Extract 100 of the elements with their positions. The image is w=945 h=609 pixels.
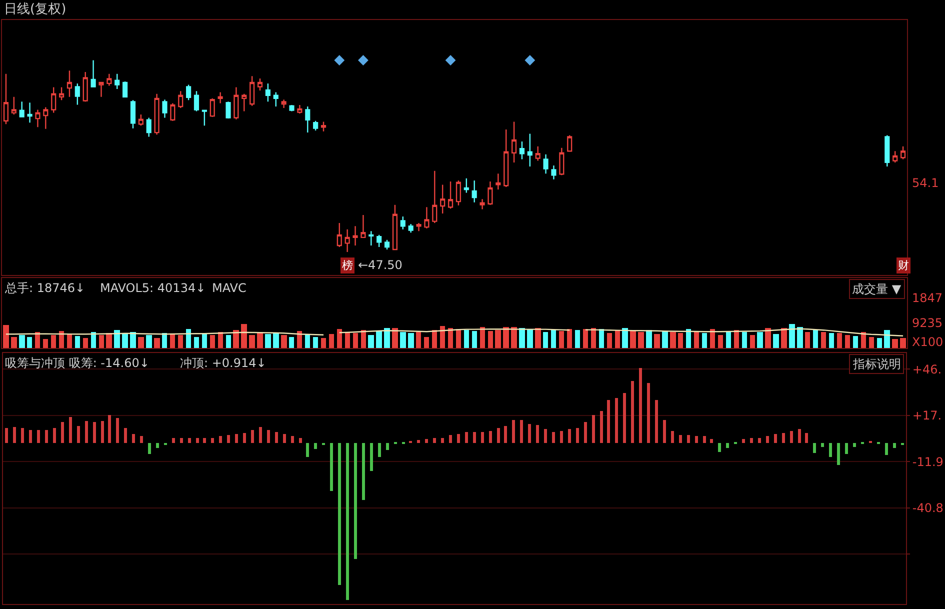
bar: [480, 327, 485, 348]
bar: [77, 426, 80, 443]
bar: [259, 427, 262, 443]
candlestick: [82, 71, 88, 102]
candlestick: [551, 164, 556, 180]
bar: [196, 438, 199, 443]
bar: [441, 438, 444, 443]
bar: [314, 443, 317, 449]
text: 成交量 ▼: [852, 282, 902, 296]
bar: [631, 381, 634, 443]
bar: [782, 433, 785, 443]
bar: [600, 411, 603, 443]
candlestick: [257, 78, 263, 92]
bar: [575, 330, 580, 348]
bar: [583, 329, 588, 348]
bar: [241, 324, 247, 348]
bar: [472, 331, 477, 348]
bar: [99, 335, 104, 348]
bar: [61, 422, 64, 443]
candlestick: [360, 214, 366, 238]
bar: [687, 435, 690, 443]
bar: [267, 430, 270, 443]
bar: [130, 332, 136, 348]
bar: [726, 331, 731, 348]
bar: [877, 338, 882, 348]
bar: [306, 443, 309, 457]
bar: [305, 334, 310, 348]
candlestick: [376, 234, 382, 248]
candlestick: [273, 92, 278, 108]
bar: [106, 333, 112, 348]
text: MAVOL5: 40134↓: [100, 281, 206, 295]
bar: [156, 443, 159, 448]
candlestick: [504, 128, 509, 188]
candlestick: [472, 180, 477, 203]
bar: [559, 331, 564, 348]
bar: [148, 443, 151, 454]
bar: [330, 443, 333, 491]
bar: [67, 334, 72, 348]
bar: [448, 328, 453, 348]
bar: [560, 431, 563, 443]
bar: [188, 438, 191, 443]
bar: [829, 443, 832, 457]
bar: [43, 339, 48, 348]
bar: [837, 333, 842, 348]
bar: [734, 330, 739, 348]
candlestick: [66, 70, 72, 98]
candlestick: [297, 104, 302, 114]
text: 9235: [912, 316, 943, 330]
candlestick: [392, 204, 398, 251]
bar: [376, 331, 382, 348]
candlestick: [511, 121, 517, 164]
bar: [885, 443, 888, 455]
bar: [504, 426, 507, 443]
text: 财: [898, 259, 909, 272]
bar: [607, 333, 612, 348]
bar: [646, 330, 652, 348]
candlestick: [456, 180, 462, 206]
bar: [265, 334, 271, 348]
candlestick: [170, 102, 176, 122]
bar: [251, 430, 254, 443]
bar: [551, 330, 556, 348]
bar: [178, 335, 183, 348]
candlestick: [74, 82, 80, 106]
bar: [132, 434, 135, 443]
bar: [607, 400, 610, 443]
bar: [361, 330, 366, 348]
bar: [227, 435, 230, 443]
bar: [465, 432, 468, 443]
bar: [449, 435, 452, 443]
bar: [69, 417, 72, 443]
bar: [552, 432, 555, 443]
bar: [386, 443, 389, 450]
bar: [497, 428, 500, 443]
bar: [378, 443, 381, 457]
bar: [91, 332, 96, 348]
bar: [85, 421, 88, 443]
bar: [773, 334, 779, 348]
candlestick: [416, 222, 422, 232]
bar: [432, 330, 437, 348]
bar: [543, 332, 548, 348]
bar: [892, 339, 898, 348]
bar: [821, 443, 824, 447]
y-tick-label: +46.: [912, 362, 942, 376]
candlestick: [559, 147, 564, 176]
bar: [289, 337, 294, 348]
bar: [488, 331, 493, 348]
bar: [249, 335, 255, 348]
bar: [354, 443, 357, 559]
bar: [853, 336, 858, 348]
y-tick-label: -11.9: [912, 454, 944, 469]
bar: [273, 333, 279, 348]
bar: [457, 434, 460, 443]
bar: [473, 432, 476, 443]
bar: [275, 432, 278, 443]
bar: [678, 333, 683, 348]
bar: [638, 332, 644, 348]
bar: [392, 328, 398, 348]
candlestick: [448, 180, 454, 210]
bar: [568, 429, 571, 443]
annotation: 吸筹与冲顶 吸筹: -14.60↓: [5, 356, 150, 370]
